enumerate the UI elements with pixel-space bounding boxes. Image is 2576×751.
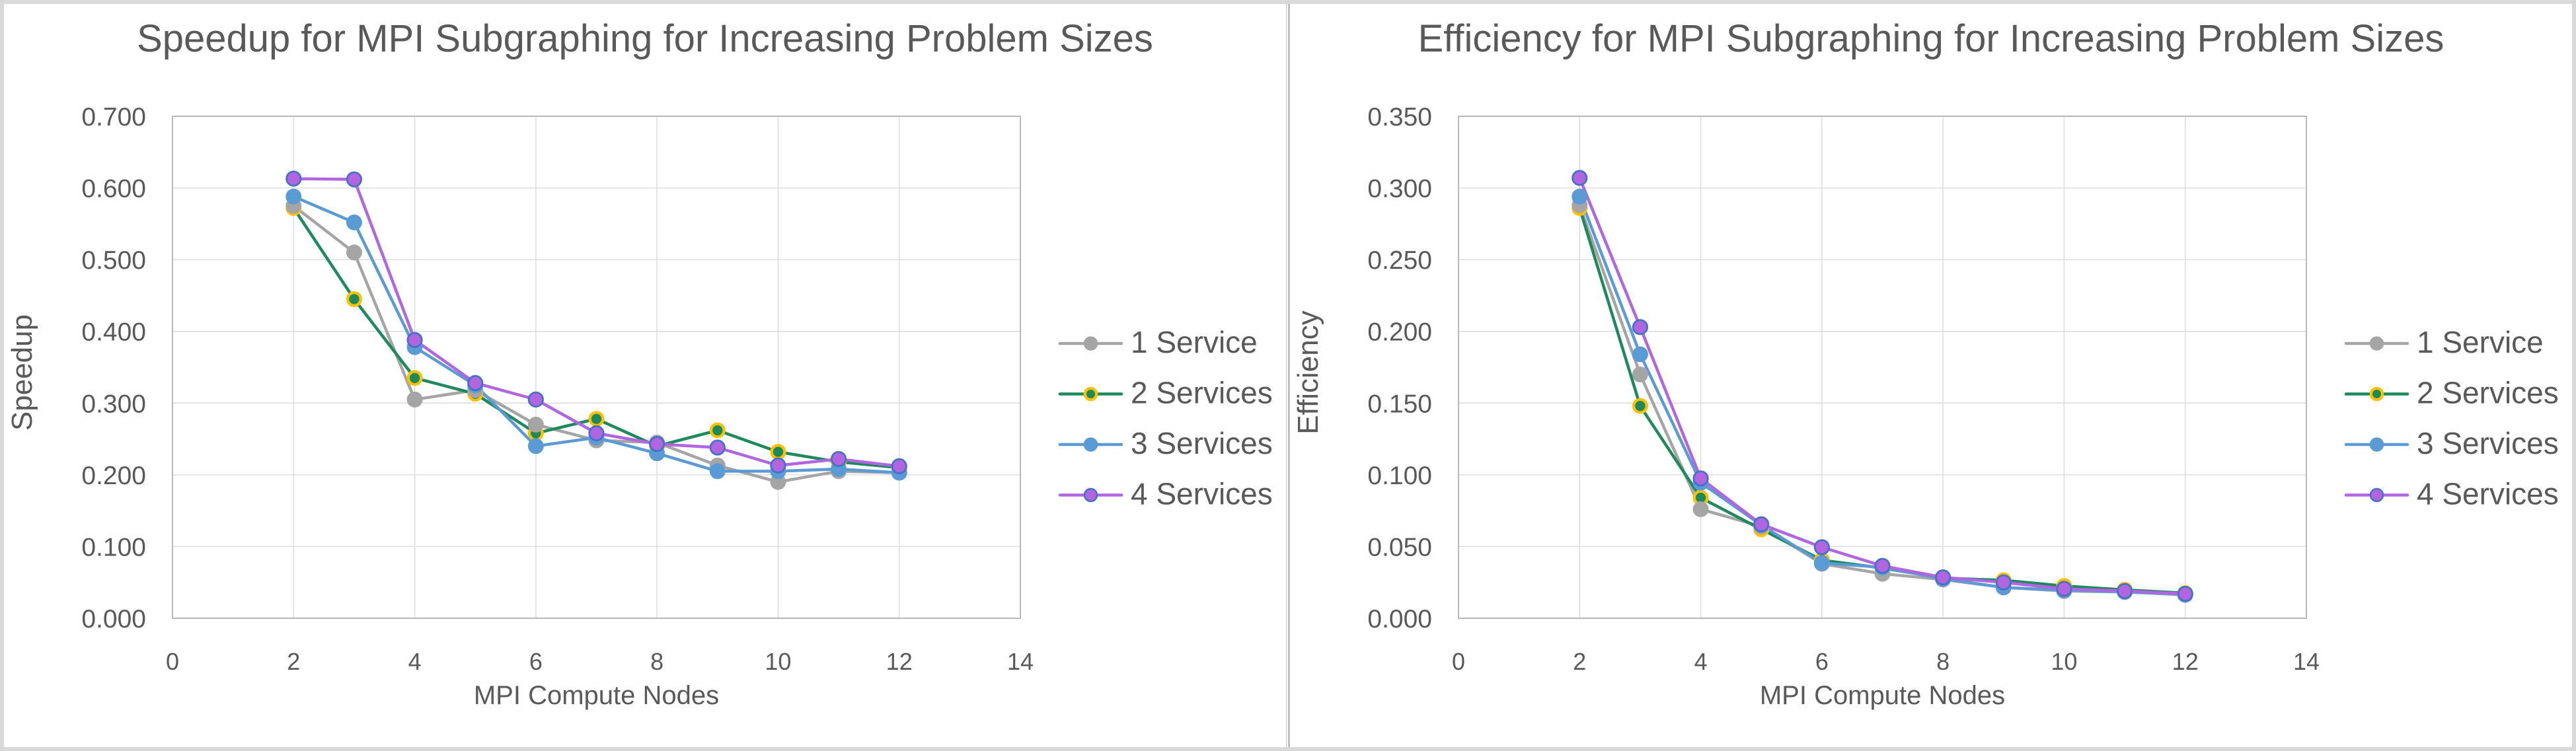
svg-text:0.100: 0.100 xyxy=(81,533,146,561)
svg-text:0: 0 xyxy=(1452,648,1465,675)
svg-text:2: 2 xyxy=(287,648,300,675)
svg-text:12: 12 xyxy=(2172,648,2199,675)
svg-text:0: 0 xyxy=(166,648,179,675)
svg-text:0.600: 0.600 xyxy=(81,175,146,203)
svg-text:2 Services: 2 Services xyxy=(2417,376,2559,410)
svg-text:4 Services: 4 Services xyxy=(1131,477,1273,511)
svg-text:4 Services: 4 Services xyxy=(2417,477,2559,511)
svg-text:0.200: 0.200 xyxy=(1367,318,1432,347)
svg-text:Speedup for MPI Subgraphing fo: Speedup for MPI Subgraphing for Increasi… xyxy=(137,17,1153,60)
svg-text:0.050: 0.050 xyxy=(1367,533,1432,561)
svg-text:0.200: 0.200 xyxy=(81,462,146,490)
svg-text:MPI Compute Nodes: MPI Compute Nodes xyxy=(474,681,719,710)
svg-text:Efficiency for MPI Subgraphing: Efficiency for MPI Subgraphing for Incre… xyxy=(1418,17,2444,60)
svg-text:Speedup: Speedup xyxy=(6,314,38,431)
svg-text:14: 14 xyxy=(2293,648,2320,675)
svg-text:0.700: 0.700 xyxy=(81,103,146,131)
svg-text:1 Service: 1 Service xyxy=(2417,325,2544,359)
svg-text:Efficiency: Efficiency xyxy=(1292,310,1324,435)
svg-text:0.350: 0.350 xyxy=(1367,103,1432,131)
svg-text:3 Services: 3 Services xyxy=(2417,426,2559,460)
svg-text:10: 10 xyxy=(2051,648,2077,675)
svg-text:0.300: 0.300 xyxy=(1367,175,1432,203)
svg-text:14: 14 xyxy=(1007,648,1034,675)
svg-text:8: 8 xyxy=(1936,648,1950,675)
svg-text:6: 6 xyxy=(1815,648,1829,675)
svg-text:8: 8 xyxy=(650,648,663,675)
svg-text:0.500: 0.500 xyxy=(81,246,146,275)
svg-text:0.100: 0.100 xyxy=(1367,462,1432,490)
svg-text:0.000: 0.000 xyxy=(81,605,146,633)
svg-text:1 Service: 1 Service xyxy=(1131,325,1258,359)
svg-text:4: 4 xyxy=(1694,648,1708,675)
svg-text:3 Services: 3 Services xyxy=(1131,426,1273,460)
svg-text:0.150: 0.150 xyxy=(1367,390,1432,418)
svg-text:2 Services: 2 Services xyxy=(1131,376,1273,410)
svg-text:0.250: 0.250 xyxy=(1367,246,1432,275)
svg-text:2: 2 xyxy=(1573,648,1586,675)
svg-text:0.400: 0.400 xyxy=(81,318,146,347)
svg-text:0.300: 0.300 xyxy=(81,390,146,418)
svg-text:0.000: 0.000 xyxy=(1367,605,1432,633)
svg-text:6: 6 xyxy=(529,648,543,675)
svg-text:12: 12 xyxy=(886,648,913,675)
svg-text:MPI Compute Nodes: MPI Compute Nodes xyxy=(1760,681,2005,710)
svg-text:4: 4 xyxy=(408,648,422,675)
svg-text:10: 10 xyxy=(765,648,791,675)
